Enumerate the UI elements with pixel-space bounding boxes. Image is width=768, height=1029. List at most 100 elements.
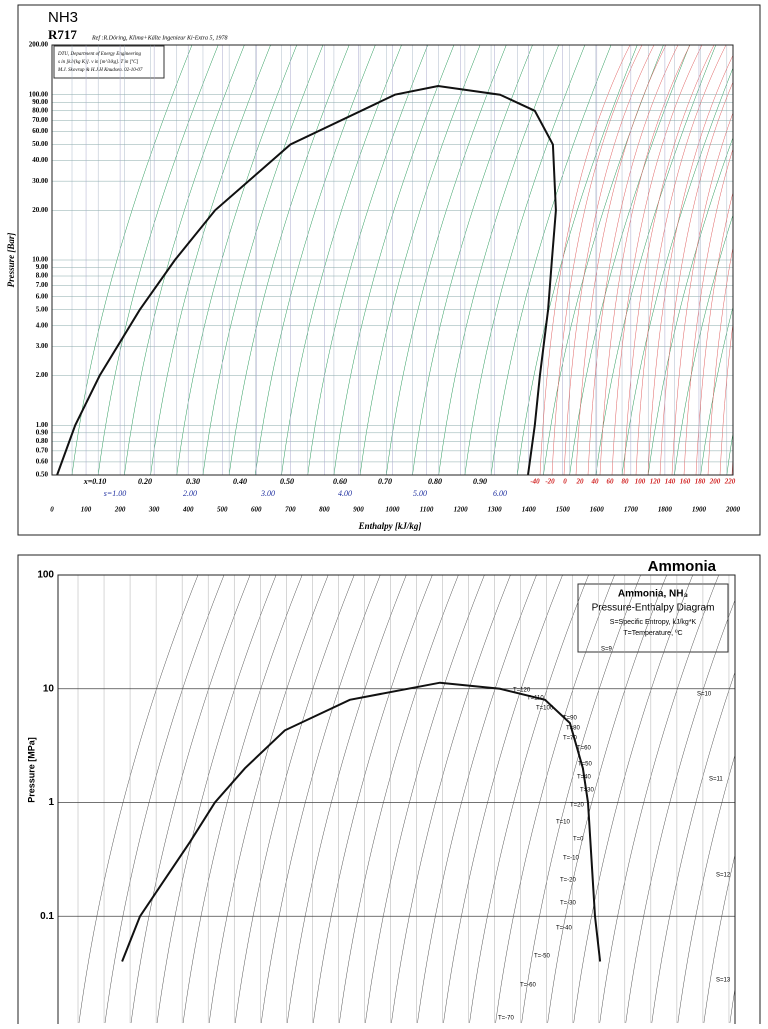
y-tick-label: 0.90 — [36, 428, 49, 436]
plot — [52, 45, 733, 475]
quality-label: 0.90 — [473, 477, 487, 486]
y-tick-label: 100.00 — [29, 90, 49, 98]
isotherm — [695, 191, 733, 475]
y-tick-label: 8.00 — [36, 272, 49, 280]
x-tick-label: 1200 — [454, 506, 469, 514]
isotherm — [707, 246, 733, 475]
legend-text: Ammonia, NH₃ — [618, 589, 689, 600]
reference: Ref :R.Döring, Klima+Kälte Ingenieur Ki-… — [91, 34, 228, 41]
temperature-label: 220 — [724, 478, 736, 486]
title: Ammonia — [648, 558, 717, 575]
y-tick-label: 70.00 — [32, 116, 48, 124]
y-tick-label: 5.00 — [36, 305, 49, 313]
quality-label: 0.50 — [280, 477, 294, 486]
entropy-label: 6.00 — [493, 489, 507, 498]
temperature-label: 40 — [591, 478, 600, 486]
isotherm-label: T=60 — [577, 746, 592, 752]
quality-label: x=0.10 — [83, 477, 107, 486]
x-tick-label: 1700 — [624, 506, 639, 514]
y-axis-label: Pressure [Bar] — [6, 233, 16, 288]
entropy-label: 2.00 — [183, 489, 197, 498]
isotherm — [611, 45, 703, 475]
x-tick-label: 700 — [285, 506, 296, 514]
saturation-curve — [56, 84, 557, 475]
isotherm — [587, 45, 679, 475]
plot-frame — [51, 44, 734, 476]
y-tick-label: 1 — [48, 797, 54, 808]
y-tick-label: 80.00 — [32, 106, 48, 114]
isotherm-label: T=-70 — [498, 1016, 515, 1022]
y-tick-label: 0.60 — [36, 458, 49, 466]
y-tick-label: 0.50 — [36, 471, 49, 479]
quality-label: 0.30 — [186, 477, 200, 486]
isotherm — [659, 81, 733, 475]
isotherm-label: T=90 — [563, 716, 578, 722]
isotherm-label: T=120 — [513, 688, 531, 694]
isotherm — [647, 54, 733, 475]
x-tick-label: 2000 — [725, 506, 741, 514]
x-tick-label: 1500 — [556, 506, 571, 514]
isotherm-label: T=-30 — [560, 901, 577, 907]
temperature-label: 140 — [665, 478, 676, 486]
x-tick-label: 900 — [353, 506, 364, 514]
x-tick-label: 1600 — [590, 506, 605, 514]
y-tick-label: 0.1 — [40, 911, 54, 922]
quality-label: 0.80 — [428, 477, 442, 486]
temperature-label: 120 — [650, 478, 661, 486]
isotherm-label: T=110 — [527, 696, 544, 702]
entropy-label: 3.00 — [260, 489, 275, 498]
quality-label: 0.20 — [138, 477, 152, 486]
isotherm — [635, 45, 727, 475]
isotherm — [623, 45, 715, 475]
isotherm-label: T=-10 — [563, 856, 580, 862]
y-tick-label: 50.00 — [32, 140, 48, 148]
y-tick-label: 10 — [43, 683, 55, 694]
x-tick-label: 300 — [148, 506, 160, 514]
entropy-label: 4.00 — [338, 489, 352, 498]
isotherm-label: T=-40 — [556, 926, 573, 932]
temperature-label: -20 — [545, 478, 555, 486]
x-tick-label: 400 — [182, 506, 194, 514]
info: DTU, Department of Energy Engineering — [57, 52, 141, 57]
temperature-label: -40 — [530, 478, 540, 486]
y-tick-label: 9.00 — [36, 263, 49, 271]
isotherm-label: T=-60 — [520, 983, 537, 989]
y-tick-label: 100 — [37, 570, 54, 581]
y-tick-label: 60.00 — [32, 127, 48, 135]
temperature-label: 20 — [576, 478, 585, 486]
x-tick-label: 1100 — [420, 506, 434, 514]
x-tick-label: 0 — [50, 506, 54, 514]
y-tick-label: 3.00 — [36, 342, 49, 350]
temperature-label: 80 — [622, 478, 630, 486]
x-tick-label: 800 — [319, 506, 330, 514]
isotherm — [551, 45, 643, 475]
x-tick-label: 500 — [217, 506, 228, 514]
temperature-label: 100 — [635, 478, 646, 486]
isotherm-label: T=-50 — [534, 954, 551, 960]
isotherm-label: T=100 — [536, 706, 554, 712]
legend-text: S=Specific Entropy, kJ/kg*K — [610, 619, 697, 626]
temperature-label: 200 — [709, 478, 721, 486]
y-tick-label: 200.00 — [29, 41, 49, 49]
y-tick-label: 4.00 — [36, 321, 49, 329]
isentrope-label: S=13 — [716, 978, 731, 984]
isotherm — [719, 321, 733, 475]
y-tick-label: 1.00 — [36, 421, 49, 429]
isotherm — [563, 45, 655, 475]
x-tick-label: 1300 — [488, 506, 503, 514]
temperature-label: 0 — [563, 478, 567, 486]
top-panel — [17, 4, 761, 536]
y-tick-label: 0.80 — [36, 437, 49, 445]
isotherm-label: T=70 — [563, 736, 578, 742]
x-tick-label: 1000 — [386, 506, 401, 514]
x-axis-label: Enthalpy [kJ/kg] — [358, 521, 422, 531]
isotherm-label: T=30 — [580, 788, 595, 794]
isentrope — [700, 305, 733, 475]
y-tick-label: 0.70 — [36, 446, 49, 454]
isotherm — [671, 112, 733, 475]
quality-label: 0.60 — [333, 477, 347, 486]
legend-text: T=Temperature, ºC — [623, 630, 682, 637]
saturation-curve — [121, 681, 602, 962]
isotherm — [575, 45, 667, 475]
y-axis-label: Pressure [MPa] — [26, 737, 36, 803]
